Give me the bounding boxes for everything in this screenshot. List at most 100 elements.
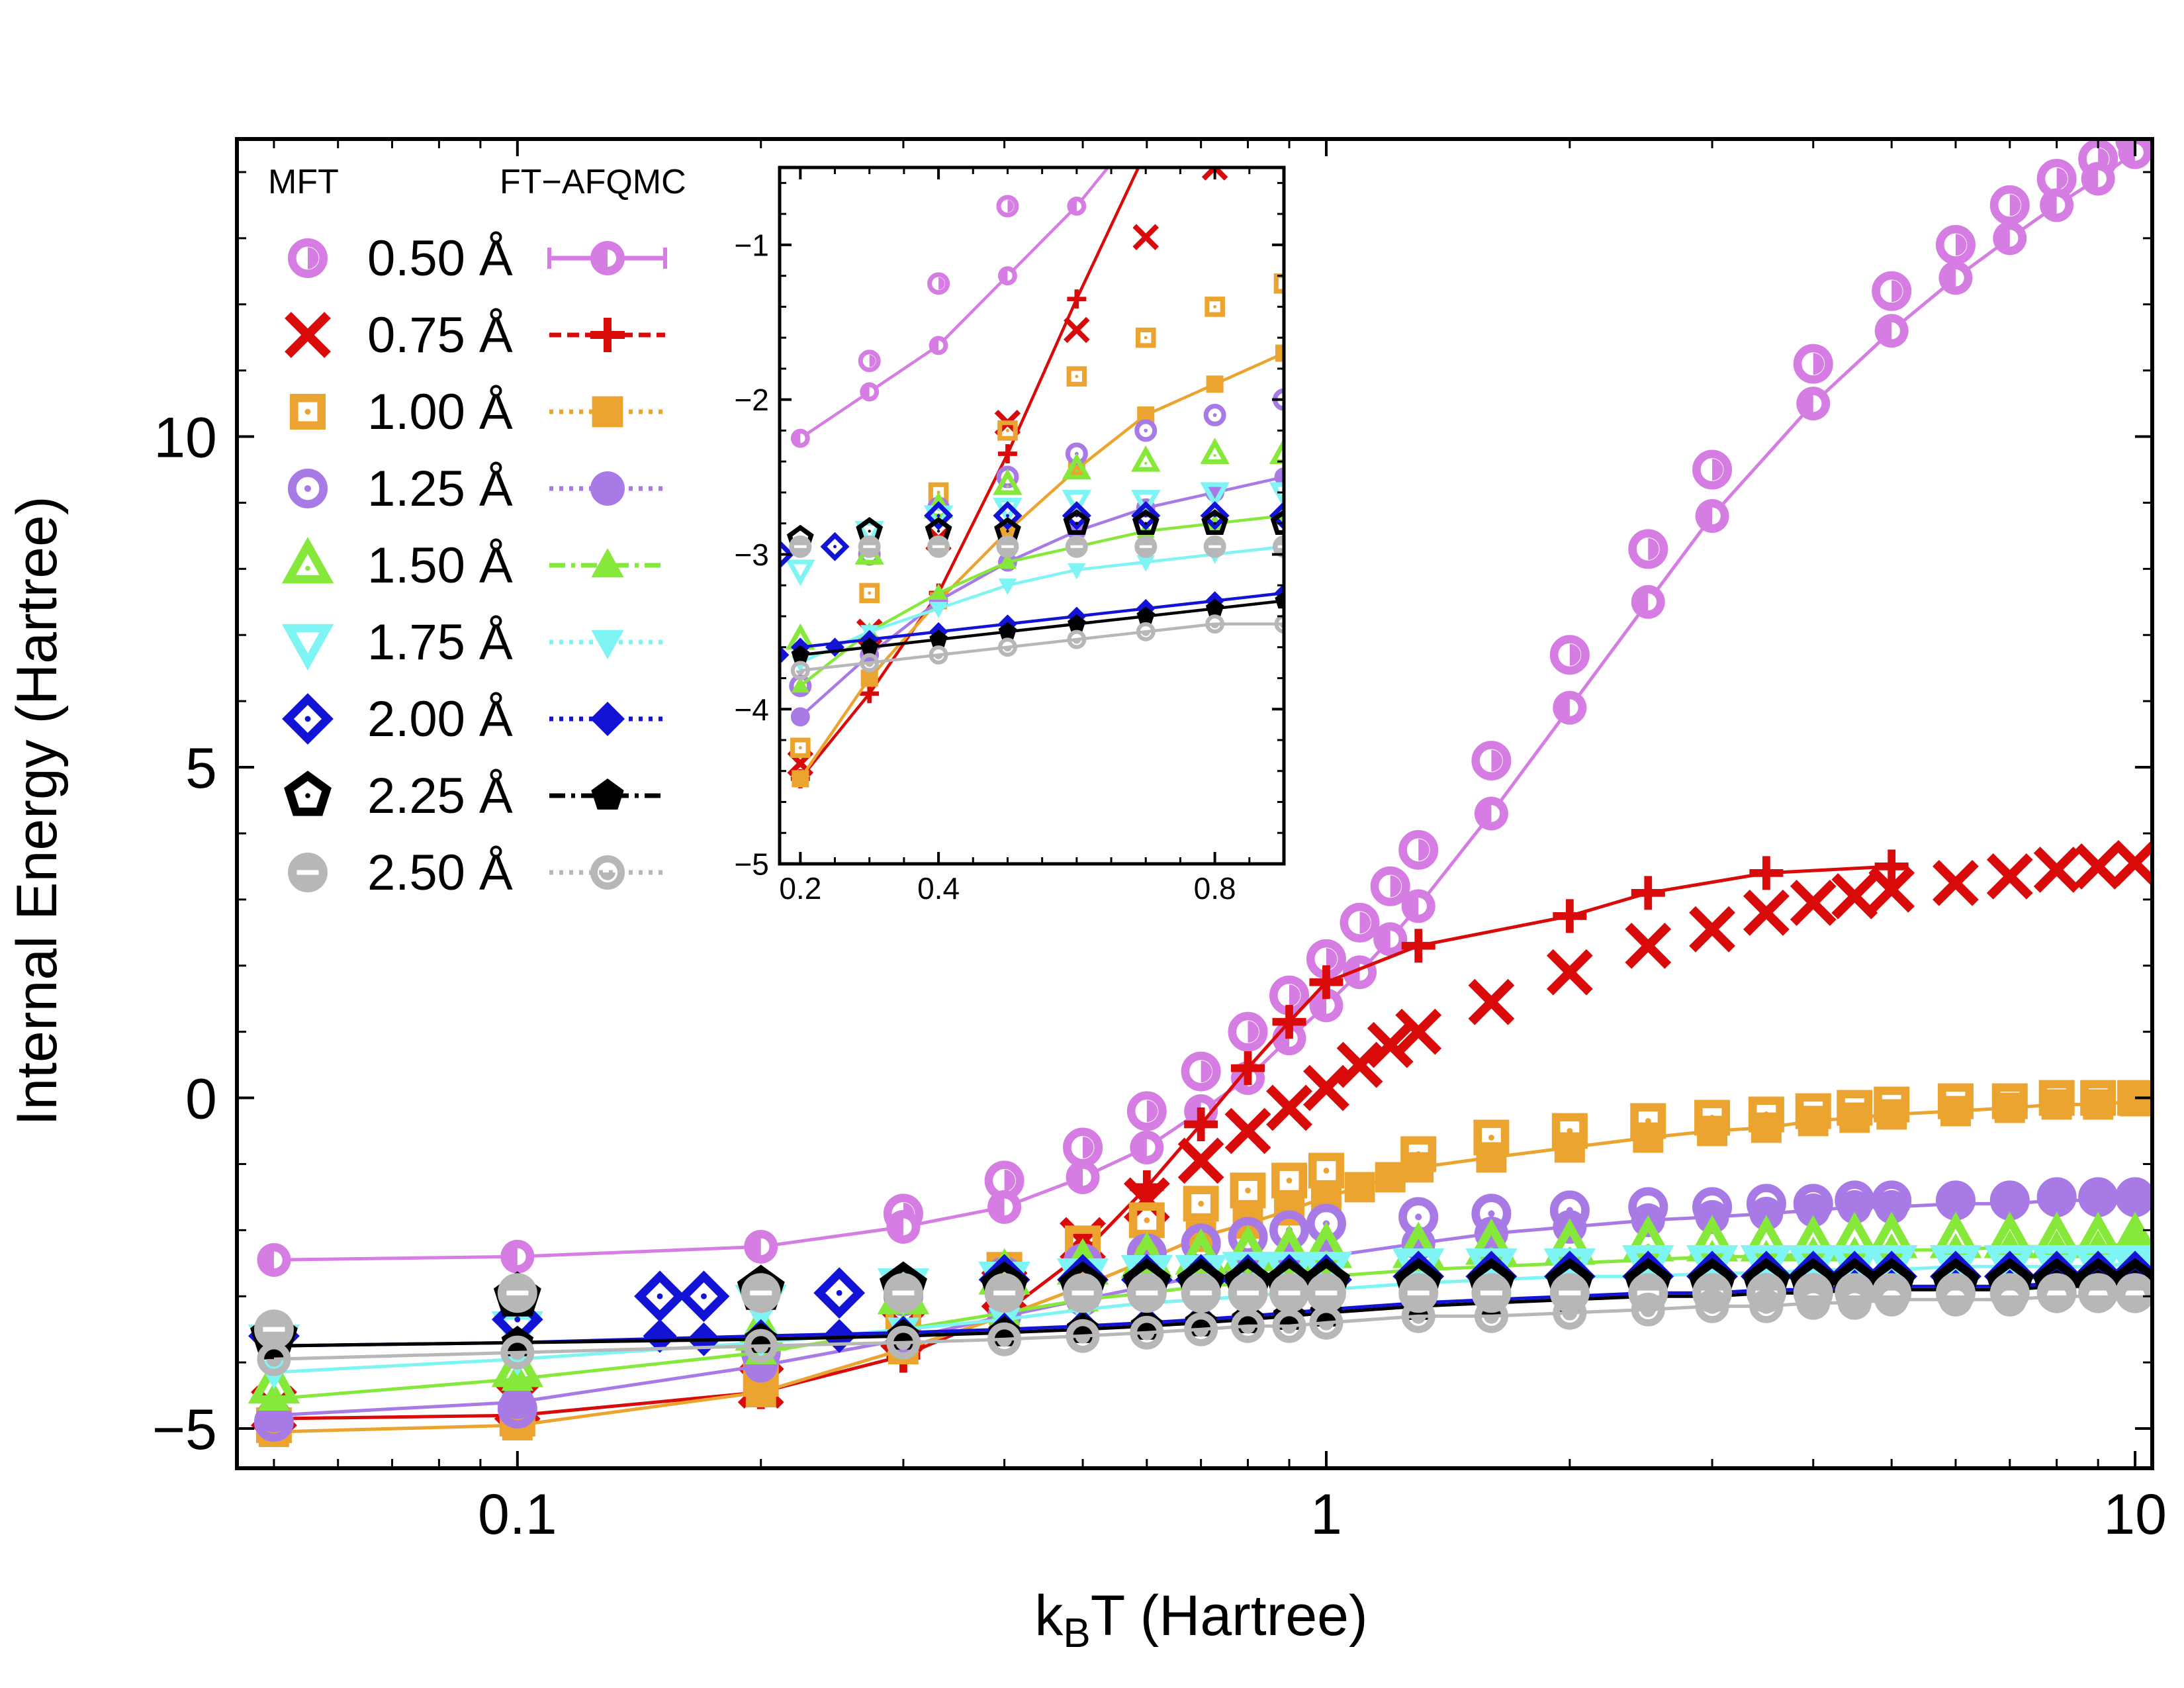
inset-xtick-label: 0.8 xyxy=(1194,871,1236,906)
qmc-point xyxy=(1474,1299,1508,1333)
mft-point-dot xyxy=(833,545,837,549)
mft-point-dot xyxy=(936,530,940,533)
legend-mft-marker xyxy=(289,393,326,430)
qmc-point xyxy=(1231,1051,1265,1086)
mft-point xyxy=(1549,635,1590,675)
y-axis-label: Internal Energy (Hartree) xyxy=(5,496,69,1125)
mft-point xyxy=(1271,1162,1308,1199)
qmc-point-half xyxy=(1193,1329,1209,1337)
inset-background xyxy=(780,167,1284,864)
mft-point xyxy=(1062,490,1092,516)
qmc-point xyxy=(1067,630,1087,649)
legend-mft-marker-dot xyxy=(305,565,310,571)
qmc-point xyxy=(929,602,948,618)
qmc-point xyxy=(2120,1086,2151,1117)
qmc-point xyxy=(1309,1305,1343,1340)
mft-point-bar xyxy=(2124,1290,2146,1295)
mft-point-bar xyxy=(1315,1290,1338,1295)
mft-point xyxy=(1137,19,1155,37)
mft-point-bar xyxy=(506,1290,529,1295)
mft-point xyxy=(1790,879,1837,926)
mft-point xyxy=(997,420,1018,441)
mft-point xyxy=(820,532,850,561)
mft-point-dot xyxy=(514,1316,521,1323)
mft-point-half xyxy=(2056,167,2068,190)
qmc-point-half xyxy=(997,1339,1013,1347)
mft-point xyxy=(924,500,954,531)
mft-point xyxy=(1935,224,1976,265)
mft-point xyxy=(1303,1064,1349,1111)
qmc-point xyxy=(1796,1193,1831,1227)
mft-point-dot xyxy=(1144,336,1148,340)
qmc-point-half xyxy=(934,655,943,659)
qmc-point xyxy=(1993,1282,2027,1317)
qmc-point xyxy=(1375,1162,1406,1193)
qmc-point xyxy=(998,622,1017,639)
mft-point-half xyxy=(1955,234,1967,256)
qmc-point xyxy=(1874,849,1909,884)
mft-point-bar xyxy=(1944,1290,1967,1295)
qmc-point-half xyxy=(1240,1326,1256,1334)
qmc-point xyxy=(998,579,1017,595)
x-axis-label-k: k xyxy=(1034,1584,1064,1648)
qmc-point-half xyxy=(1318,1323,1334,1331)
qmc-point xyxy=(257,1342,291,1376)
qmc-point xyxy=(792,770,809,788)
mft-point-half xyxy=(1289,984,1300,1007)
mft-point-bar xyxy=(1277,545,1284,548)
qmc-point xyxy=(929,630,948,647)
legend-label: 1.25 Å xyxy=(367,461,513,517)
series-7 xyxy=(780,500,1284,665)
qmc-point xyxy=(1067,289,1087,309)
mft-point-bar xyxy=(932,545,945,548)
qmc-point-hole xyxy=(1004,1198,1013,1216)
mft-point xyxy=(1336,1041,1383,1088)
qmc-point xyxy=(643,1319,677,1353)
legend-row: 0.75 Å xyxy=(285,307,665,363)
mft-point-dot xyxy=(868,530,871,533)
qmc-point xyxy=(2118,1183,2152,1217)
mft-point xyxy=(1205,297,1225,317)
legend-mft-marker xyxy=(281,537,334,584)
mft-point-half xyxy=(1390,875,1402,898)
mft-point-half xyxy=(1569,643,1581,666)
mft-point-bar xyxy=(1559,1290,1581,1295)
legend-row: 1.00 Å xyxy=(289,384,665,440)
mft-point-dot xyxy=(1075,469,1078,473)
legend-qmc-marker xyxy=(591,548,624,578)
legend-label: 1.50 Å xyxy=(367,538,513,594)
qmc-point xyxy=(1403,1152,1434,1183)
mft-point xyxy=(993,468,1023,495)
qmc-point-hole xyxy=(1390,931,1399,948)
qmc-point xyxy=(1344,1172,1375,1203)
qmc-point-hole xyxy=(2009,230,2019,247)
legend-label: 1.75 Å xyxy=(367,614,513,671)
qmc-point-hole xyxy=(2098,170,2107,187)
qmc-point xyxy=(987,1322,1022,1356)
qmc-point-half xyxy=(1075,1336,1091,1344)
qmc-point xyxy=(1476,1142,1507,1173)
qmc-point-hole xyxy=(2056,197,2066,214)
inset-plot: 0.2 0.4 0.8 −5 −4 −3 −2 −1 xyxy=(734,19,1286,906)
legend-qmc-marker xyxy=(591,630,624,659)
mft-point xyxy=(1546,949,1593,996)
qmc-point xyxy=(998,637,1017,657)
qmc-point-half xyxy=(1704,1306,1720,1314)
qmc-point xyxy=(2040,1183,2074,1217)
qmc-point xyxy=(1401,1299,1435,1333)
legend-qmc-marker-half xyxy=(600,872,615,880)
mft-point-bar xyxy=(1190,1290,1212,1295)
series-1 xyxy=(790,19,1155,448)
mft-point-half xyxy=(869,354,876,367)
mft-point xyxy=(1273,273,1284,294)
mft-point xyxy=(1986,853,2033,900)
qmc-point-hole xyxy=(1569,699,1578,716)
mft-point xyxy=(854,520,884,547)
qmc-point xyxy=(998,444,1017,463)
qmc-point xyxy=(1184,1107,1218,1142)
legend-row: 2.00 Å xyxy=(282,691,665,747)
main-plot: 0.1 1 10 −5 0 5 10 xyxy=(152,137,2167,1546)
mft-point xyxy=(1628,529,1668,569)
main-frame xyxy=(235,137,2154,1470)
qmc-point xyxy=(1751,1112,1782,1143)
